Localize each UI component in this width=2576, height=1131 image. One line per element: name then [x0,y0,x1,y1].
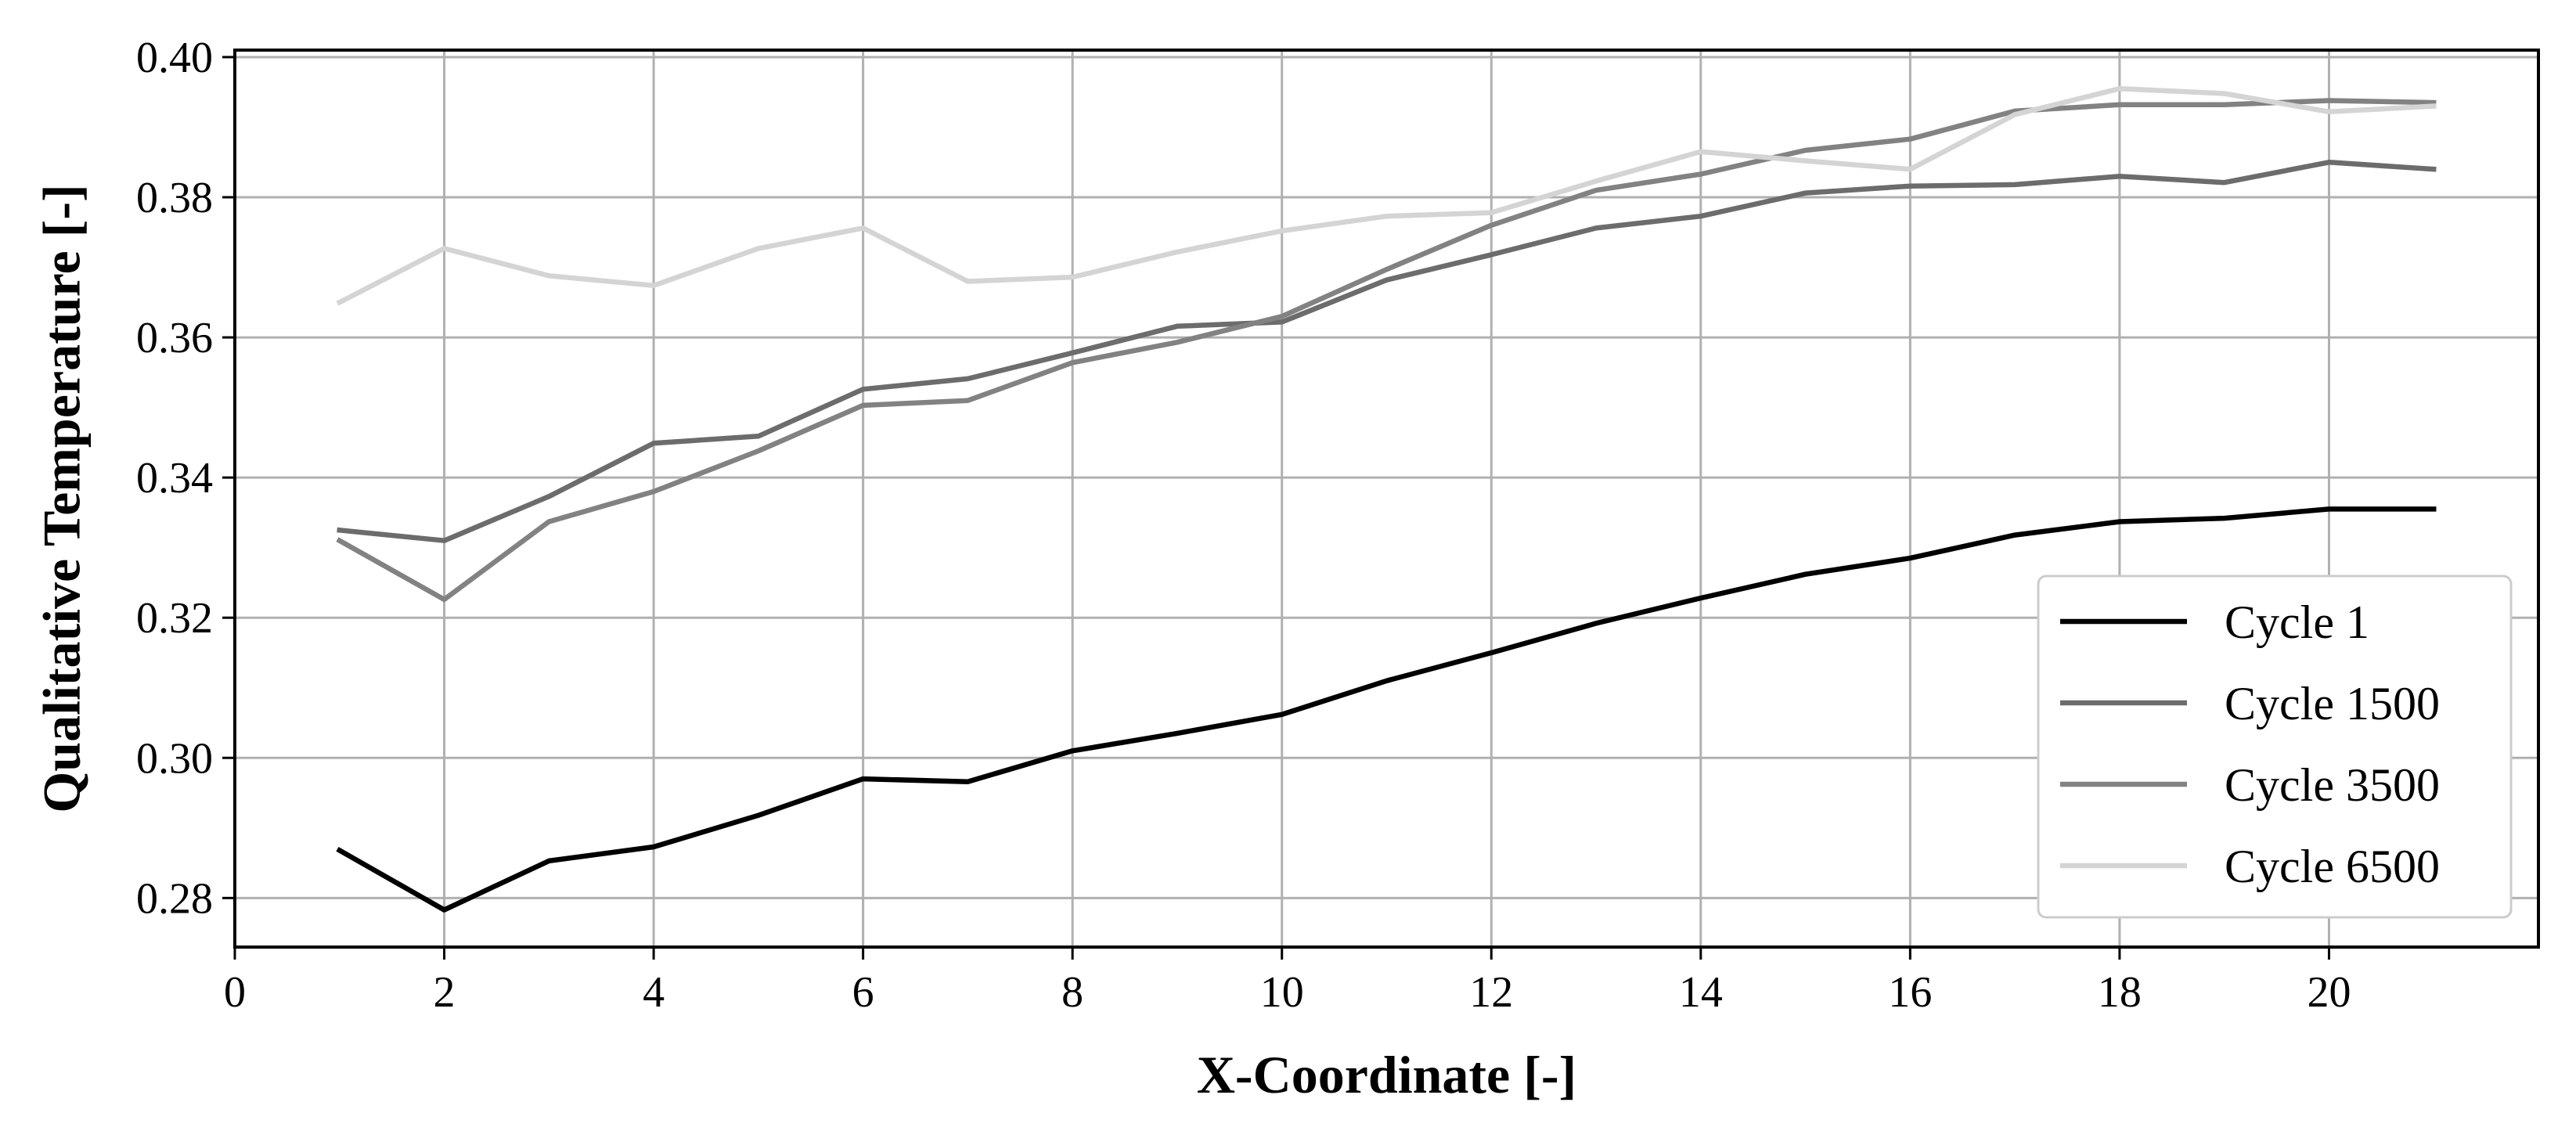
series-line-4 [336,85,2437,306]
x-tick-label: 18 [2098,968,2142,1017]
y-axis-title: Qualitative Temperature [-] [32,184,92,812]
y-tick-label: 0.32 [136,594,213,643]
x-tick-label: 16 [1888,968,1932,1017]
x-tick-label: 10 [1260,968,1304,1017]
x-tick-label: 2 [434,968,456,1017]
x-tick-label: 20 [2307,968,2351,1017]
legend-box [2037,575,2513,919]
series-line-1 [336,506,2437,913]
series-line-3 [336,98,2437,603]
legend-label: Cycle 3500 [2225,759,2440,811]
y-tick-label: 0.28 [136,874,213,923]
series-lines [336,85,2437,913]
x-tick-label: 8 [1061,968,1083,1017]
y-tick-label: 0.30 [136,734,213,783]
x-axis-title: X-Coordinate [-] [1197,1045,1576,1104]
y-axis-ticks: 0.28 0.30 0.32 0.34 0.36 0.38 0.40 [136,34,235,923]
legend-label: Cycle 6500 [2225,841,2440,892]
legend-label: Cycle 1 [2225,596,2369,648]
x-tick-label: 0 [224,968,246,1017]
x-tick-label: 6 [852,968,874,1017]
x-tick-label: 12 [1469,968,1513,1017]
y-tick-label: 0.36 [136,314,213,362]
y-tick-label: 0.34 [136,454,213,502]
x-axis-ticks: 0 2 4 6 8 10 12 14 16 18 20 [224,947,2351,1017]
legend-label: Cycle 1500 [2225,678,2440,729]
y-tick-label: 0.40 [136,34,213,82]
series-line-2 [337,160,2437,543]
plot-frame [233,49,2540,949]
y-tick-label: 0.38 [136,174,213,222]
legend: Cycle 1 Cycle 1500 Cycle 3500 Cycle 6500 [2037,575,2513,919]
x-tick-label: 14 [1679,968,1723,1017]
x-tick-label: 4 [643,968,665,1017]
